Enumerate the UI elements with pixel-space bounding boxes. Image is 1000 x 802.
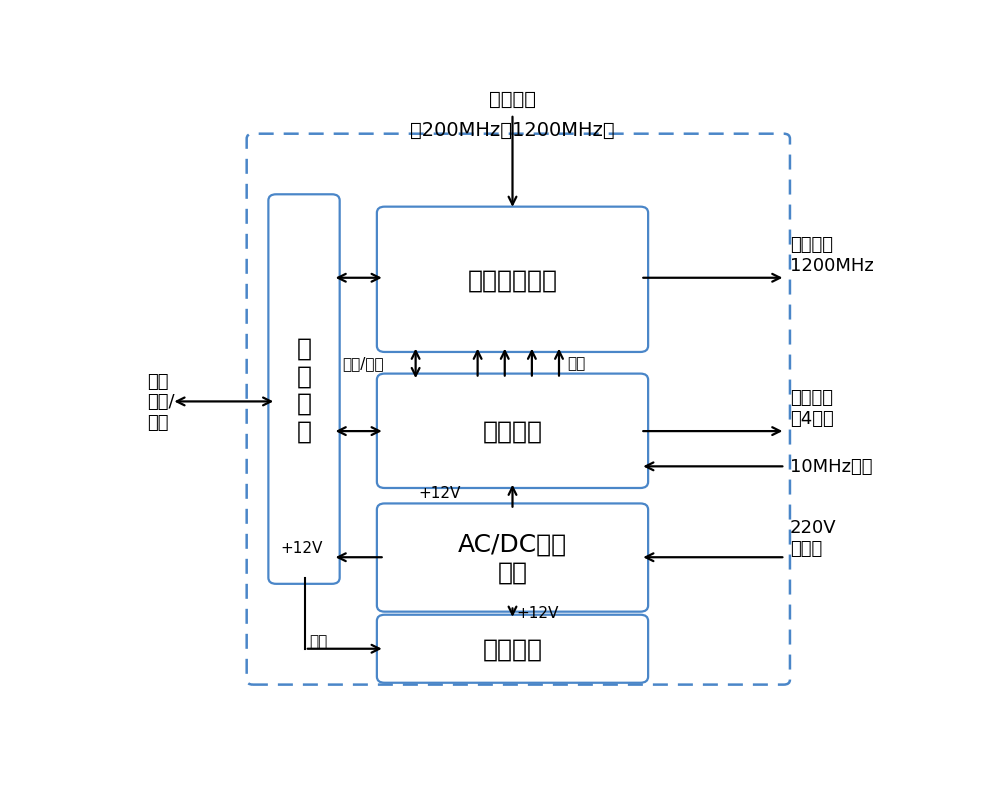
Text: （200MHz～1200MHz）: （200MHz～1200MHz） [410,121,615,140]
Text: 220V
交流电: 220V 交流电 [790,518,837,557]
Text: 控
制
单
元: 控 制 单 元 [297,336,312,444]
FancyBboxPatch shape [377,504,648,612]
Text: 控制
本控/
远控: 控制 本控/ 远控 [147,372,174,431]
Text: 散热单元: 散热单元 [482,637,542,661]
FancyBboxPatch shape [377,208,648,353]
Text: 控制: 控制 [309,634,328,648]
Text: 本振: 本振 [567,355,585,371]
Text: +12V: +12V [418,486,460,500]
Text: 射频信号: 射频信号 [489,90,536,108]
Text: 控制/电源: 控制/电源 [342,355,384,371]
FancyBboxPatch shape [377,374,648,488]
Text: 本振监测
（4路）: 本振监测 （4路） [790,389,834,427]
Text: +12V: +12V [516,606,559,621]
Text: 接收信道单元: 接收信道单元 [468,268,558,292]
FancyBboxPatch shape [268,195,340,584]
Text: AC/DC电源
单元: AC/DC电源 单元 [458,532,567,584]
FancyBboxPatch shape [377,615,648,683]
Text: 10MHz参考: 10MHz参考 [790,458,872,476]
Text: 频综单元: 频综单元 [482,419,542,444]
Text: 中频信号
1200MHz: 中频信号 1200MHz [790,237,874,275]
Text: +12V: +12V [280,541,322,556]
